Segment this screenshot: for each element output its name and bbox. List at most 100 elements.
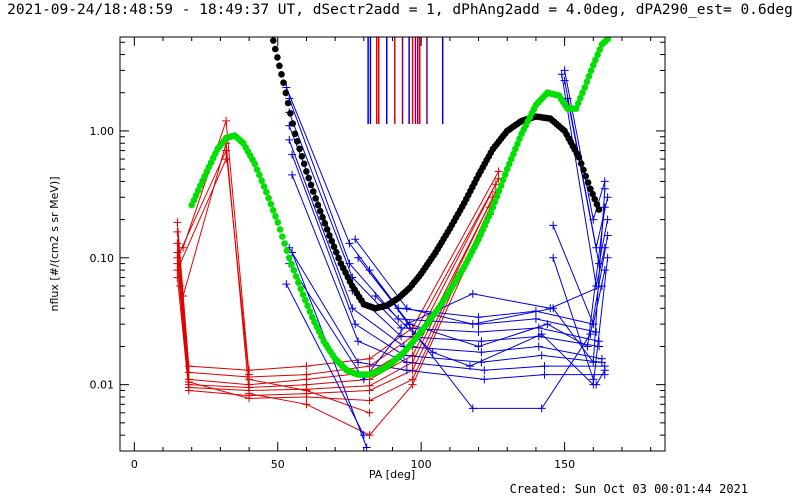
data-point (583, 342, 592, 351)
fit-point (297, 285, 305, 293)
fit-point (276, 226, 284, 233)
fit-point (268, 29, 275, 36)
fit-point (328, 237, 336, 245)
data-point (179, 243, 188, 252)
data-series (549, 253, 598, 384)
fit-point (321, 220, 329, 227)
fit-point (276, 62, 283, 70)
data-point (402, 366, 411, 375)
data-point (549, 304, 558, 313)
data-point (173, 239, 182, 248)
series-line (176, 158, 227, 271)
data-series (288, 150, 606, 367)
data-point (302, 400, 311, 409)
fit-point (585, 73, 593, 80)
fit-point (269, 207, 277, 214)
fit-point (307, 181, 315, 189)
fit-point (512, 145, 519, 153)
fit-point (514, 140, 521, 148)
fit-point (295, 279, 302, 286)
data-point (365, 396, 374, 405)
fit-point (316, 207, 324, 215)
fit-point (580, 166, 587, 174)
data-point (563, 94, 572, 103)
axes-layer (119, 36, 666, 452)
x-tick-label: 100 (411, 458, 432, 471)
fit-point (282, 89, 290, 97)
data-point (589, 375, 598, 384)
data-point (468, 289, 477, 298)
data-point (589, 320, 598, 329)
fit-point (582, 172, 590, 180)
fit-point (572, 105, 580, 112)
fit-point (280, 79, 287, 86)
fit-point (589, 190, 596, 198)
fit-point (493, 193, 501, 200)
data-series (173, 146, 374, 417)
data-series (549, 221, 609, 329)
data-series (173, 167, 503, 375)
fit-point (304, 302, 311, 310)
series-line (552, 257, 594, 380)
data-point (603, 193, 612, 202)
data-point (302, 386, 311, 395)
fit-point (587, 185, 594, 193)
fit-point (595, 206, 603, 213)
data-point (173, 253, 182, 262)
fit-point (287, 110, 294, 117)
fit-point (314, 201, 322, 209)
data-point (222, 116, 231, 125)
fit-point (577, 160, 585, 167)
data-series (354, 203, 609, 351)
fit-point (285, 254, 293, 262)
data-point (600, 177, 609, 186)
fit-curve (188, 37, 611, 378)
series-line (285, 283, 365, 436)
x-tick-label: 150 (554, 458, 575, 471)
data-series (282, 280, 368, 440)
fit-point (506, 160, 513, 168)
series-line (357, 207, 606, 348)
fit-point (270, 37, 277, 44)
data-point (592, 281, 601, 290)
data-point (600, 366, 609, 375)
fit-layer (188, 20, 611, 378)
data-point (176, 281, 185, 290)
fit-point (298, 153, 306, 160)
data-point (402, 304, 411, 313)
data-point (345, 239, 354, 248)
data-point (173, 227, 182, 236)
data-series (288, 170, 609, 375)
x-axis-label: PA [deg] (369, 468, 415, 481)
data-point (402, 358, 411, 367)
fit-point (284, 99, 292, 107)
fit-point (274, 219, 282, 226)
fit-point (592, 56, 599, 64)
fit-curve (266, 20, 603, 312)
data-series (285, 94, 601, 337)
data-point (477, 348, 486, 357)
fit-point (319, 214, 326, 221)
data-point (537, 404, 546, 413)
data-point (474, 342, 483, 351)
data-point (540, 370, 549, 379)
fit-point (274, 54, 281, 61)
data-point (595, 342, 604, 351)
data-point (184, 377, 193, 386)
fit-point (508, 155, 515, 163)
fit-point (265, 194, 272, 202)
data-point (302, 362, 311, 371)
fit-point (266, 20, 273, 27)
fit-point (326, 232, 333, 239)
marker-layer (367, 37, 444, 124)
data-point (494, 167, 503, 176)
data-point (222, 155, 231, 164)
data-point (537, 351, 546, 360)
y-tick-label: 1.00 (90, 125, 115, 138)
data-point (354, 358, 363, 367)
data-point (285, 135, 294, 144)
created-timestamp: Created: Sun Oct 03 00:01:44 2021 (509, 482, 748, 496)
data-point (586, 330, 595, 339)
fit-point (491, 198, 499, 206)
